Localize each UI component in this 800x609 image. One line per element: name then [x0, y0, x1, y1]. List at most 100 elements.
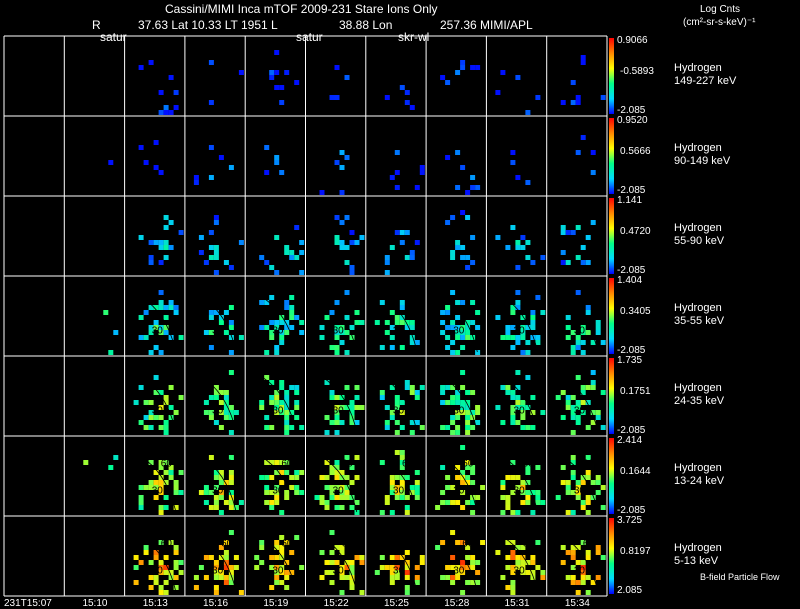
species-label: Hydrogen — [674, 141, 722, 154]
heatmap-cell — [465, 410, 471, 415]
heatmap-cell — [324, 380, 330, 385]
heatmap-cell — [455, 325, 461, 330]
heatmap-cell — [394, 490, 400, 495]
heatmap-cell — [329, 550, 335, 555]
heatmap-cell — [294, 470, 300, 475]
heatmap-cell — [510, 395, 516, 400]
heatmap-cell — [329, 420, 335, 425]
heatmap-cell — [339, 590, 345, 595]
heatmap-cell — [163, 505, 169, 510]
heatmap-cell — [580, 350, 586, 355]
heatmap-cell — [565, 230, 571, 235]
heatmap-cell — [465, 325, 471, 330]
heatmap-cell — [334, 330, 340, 335]
heatmap-cell — [445, 155, 451, 160]
heatmap-cell — [158, 260, 164, 265]
heatmap-cell — [223, 260, 229, 265]
heatmap-cell — [329, 465, 335, 470]
heatmap-cell — [213, 255, 219, 260]
heatmap-cell — [389, 555, 395, 560]
heatmap-cell — [324, 315, 330, 320]
heatmap-cell — [399, 230, 405, 235]
heatmap-cell — [148, 415, 154, 420]
heatmap-cell — [399, 555, 405, 560]
heatmap-cell — [289, 255, 295, 260]
heatmap-cell — [520, 500, 526, 505]
heatmap-cell — [208, 145, 214, 150]
panel-r4-c9: 30 — [555, 370, 606, 435]
heatmap-cell — [349, 335, 355, 340]
heatmap-cell — [163, 225, 169, 230]
row-label: Hydrogen 24-35 keV — [674, 382, 724, 408]
heatmap-cell — [450, 325, 456, 330]
heatmap-cell — [203, 410, 209, 415]
heatmap-cell — [465, 330, 471, 335]
heatmap-cell — [394, 555, 400, 560]
heatmap-cell — [344, 75, 350, 80]
heatmap-cell — [359, 320, 365, 325]
heatmap-cell — [208, 410, 214, 415]
heatmap-cell — [269, 505, 275, 510]
heatmap-cell — [445, 325, 451, 330]
heatmap-cell — [279, 100, 285, 105]
heatmap-cell — [284, 410, 290, 415]
heatmap-cell — [334, 495, 340, 500]
panel-r5-c5: 30 60 — [314, 455, 360, 515]
heatmap-cell — [213, 385, 219, 390]
contour-label: 30 — [333, 486, 345, 497]
heatmap-cell — [510, 580, 516, 585]
heatmap-cell — [389, 310, 395, 315]
heatmap-cell — [289, 410, 295, 415]
heatmap-cell — [515, 400, 521, 405]
heatmap-cell — [314, 495, 320, 500]
heatmap-cell — [595, 475, 601, 480]
colorbar — [609, 118, 614, 194]
heatmap-cell — [445, 335, 451, 340]
heatmap-cell — [580, 245, 586, 250]
heatmap-cell — [510, 585, 516, 590]
heatmap-cell — [324, 475, 330, 480]
heatmap-cell — [580, 55, 586, 60]
heatmap-cell — [138, 500, 144, 505]
heatmap-cell — [505, 245, 511, 250]
heatmap-cell — [269, 70, 275, 75]
heatmap-cell — [570, 330, 576, 335]
heatmap-cell — [158, 565, 164, 570]
contour-label: 30 — [574, 326, 586, 337]
contour-label: 30 — [333, 326, 345, 337]
panel-r4-c5: 30 — [320, 375, 365, 435]
heatmap-cell — [455, 350, 461, 355]
heatmap-cell — [158, 460, 164, 465]
heatmap-cell — [284, 395, 290, 400]
heatmap-cell — [349, 560, 355, 565]
heatmap-cell — [334, 485, 340, 490]
panel-r4-c4: 30 — [259, 375, 305, 435]
heatmap-cell — [138, 385, 144, 390]
heatmap-cell — [455, 410, 461, 415]
heatmap-cell — [339, 570, 345, 575]
heatmap-cell — [515, 340, 521, 345]
heatmap-cell — [274, 325, 280, 330]
heatmap-cell — [450, 250, 456, 255]
panel-r6-c2: 30 60 — [133, 535, 184, 595]
heatmap-cell — [213, 470, 219, 475]
header-right: 257.36 MIMI/APL — [440, 18, 533, 32]
heatmap-cell — [334, 465, 340, 470]
heatmap-cell — [339, 475, 345, 480]
panel-r6-c7: 30 60 — [435, 530, 486, 595]
heatmap-cell — [344, 215, 350, 220]
heatmap-cell — [264, 260, 270, 265]
heatmap-cell — [384, 495, 390, 500]
heatmap-cell — [138, 495, 144, 500]
heatmap-cell — [384, 500, 390, 505]
panel-r4-c3: 30 — [199, 370, 239, 435]
heatmap-cell — [465, 415, 471, 420]
heatmap-cell — [213, 565, 219, 570]
heatmap-cell — [168, 300, 174, 305]
heatmap-cell — [228, 505, 234, 510]
heatmap-cell — [208, 555, 214, 560]
heatmap-cell — [394, 400, 400, 405]
heatmap-cell — [269, 295, 275, 300]
heatmap-cell — [208, 100, 214, 105]
heatmap-cell — [470, 300, 476, 305]
